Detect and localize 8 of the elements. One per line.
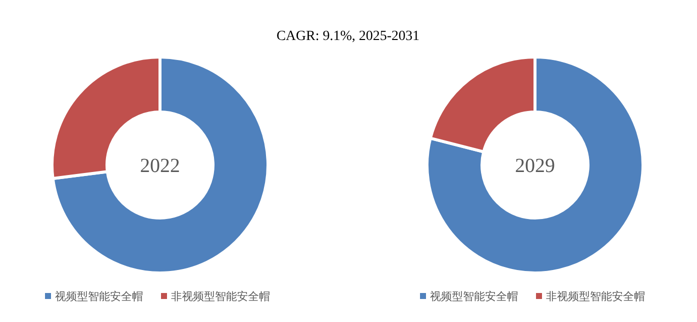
legend-label: 视频型智能安全帽 bbox=[55, 290, 143, 303]
text: 2022 bbox=[140, 155, 180, 177]
legend-label: 非视频型智能安全帽 bbox=[546, 290, 645, 303]
legend-label: 视频型智能安全帽 bbox=[430, 290, 518, 303]
legend-label: 非视频型智能安全帽 bbox=[171, 290, 270, 303]
text: CAGR: 9.1%, 2025-2031 bbox=[276, 29, 420, 44]
text: 2029 bbox=[515, 155, 555, 177]
donut-slice bbox=[426, 56, 644, 274]
